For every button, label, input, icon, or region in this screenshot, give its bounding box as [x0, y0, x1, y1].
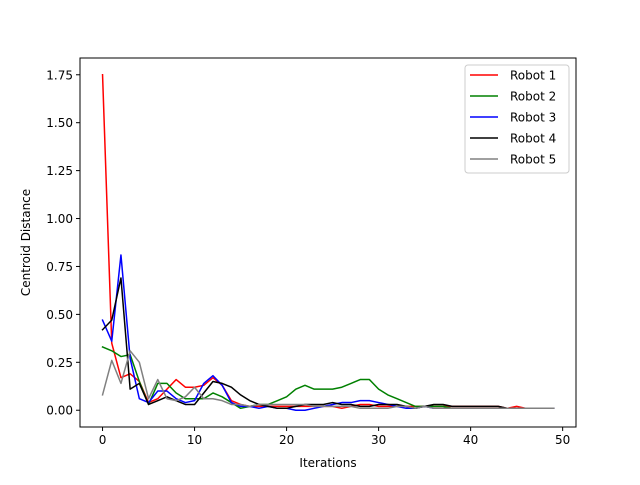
y-tick-label: 0.25	[46, 356, 73, 370]
y-tick-label: 0.75	[46, 260, 73, 274]
series-line-robot-5	[101, 350, 555, 410]
y-tick-label: 0.50	[46, 308, 73, 322]
y-axis-label: Centroid Distance	[19, 189, 33, 296]
x-tick-label: 30	[371, 433, 386, 447]
legend-label: Robot 5	[510, 153, 556, 167]
legend-box	[464, 64, 570, 174]
x-tick-label: 0	[99, 433, 107, 447]
plot-frame	[79, 57, 577, 428]
y-tick-label: 1.00	[46, 212, 73, 226]
legend-label: Robot 3	[510, 111, 556, 125]
y-tick-label: 1.25	[46, 164, 73, 178]
x-tick-label: 50	[555, 433, 570, 447]
legend: Robot 1 Robot 2 Robot 3 Robot 4 Robot 5	[464, 64, 570, 174]
series-layer	[101, 73, 555, 411]
y-tick-label: 1.75	[46, 68, 73, 82]
x-tick-label: 40	[463, 433, 478, 447]
x-axis-label: Iterations	[299, 456, 356, 470]
x-tick-label: 20	[279, 433, 294, 447]
y-tick-label: 0.00	[46, 404, 73, 418]
legend-label: Robot 2	[510, 90, 556, 104]
series-line-robot-4	[101, 277, 555, 410]
y-axis: 0.00 0.25 0.50 0.75 1.00 1.25 1.50 1.75	[46, 68, 80, 418]
y-tick-label: 1.50	[46, 116, 73, 130]
x-tick-label: 10	[187, 433, 202, 447]
legend-label: Robot 1	[510, 69, 556, 83]
legend-label: Robot 4	[510, 132, 556, 146]
x-axis: 0 10 20 30 40 50	[99, 427, 570, 447]
